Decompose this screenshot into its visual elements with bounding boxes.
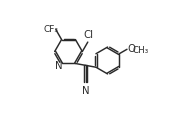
Text: Cl: Cl [83,30,93,40]
Text: O: O [127,44,135,54]
Text: CH₃: CH₃ [132,45,148,54]
Text: N: N [56,60,63,70]
Text: N: N [82,85,90,95]
Text: CF₃: CF₃ [43,25,58,33]
